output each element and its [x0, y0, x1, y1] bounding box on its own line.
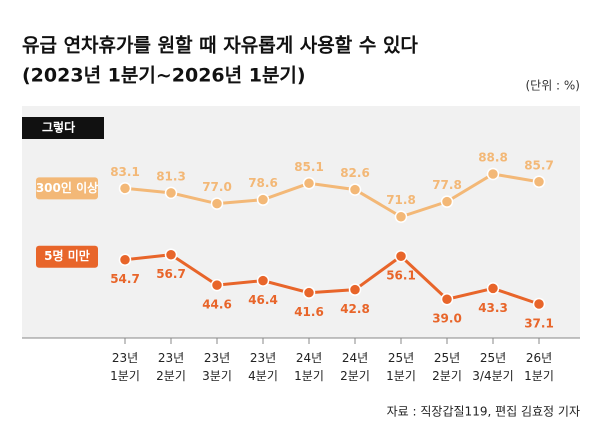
legend-label: 5명 미만: [44, 248, 90, 263]
data-label: 78.6: [248, 176, 278, 190]
x-tick-label: 23년 4분기: [248, 351, 278, 383]
data-label: 37.1: [524, 317, 554, 331]
data-point: [440, 292, 454, 306]
data-label: 71.8: [386, 193, 416, 207]
data-point: [440, 195, 454, 208]
data-point: [210, 197, 224, 210]
data-point: [486, 167, 500, 181]
x-tick-label: 25년 3/4분기: [472, 351, 514, 383]
data-label: 85.7: [524, 158, 554, 172]
x-tick-label: 23년 2분기: [156, 351, 186, 383]
source: 자료 : 직장갑질119, 편집 김효정 기자: [387, 405, 580, 419]
data-point: [532, 297, 546, 311]
legend-label: 300인 이상: [36, 180, 98, 195]
data-label: 83.1: [110, 165, 140, 179]
data-label: 88.8: [478, 151, 508, 165]
data-point: [118, 253, 132, 266]
x-tick-label: 25년 2분기: [432, 351, 462, 383]
data-point: [164, 248, 178, 261]
data-point: [302, 286, 316, 299]
data-point: [256, 274, 270, 287]
data-point: [394, 249, 408, 263]
data-label: 77.0: [202, 180, 232, 194]
data-point: [348, 283, 362, 296]
data-label: 77.8: [432, 178, 462, 192]
data-label: 56.1: [386, 269, 416, 283]
data-label: 41.6: [294, 305, 324, 319]
x-tick-label: 23년 1분기: [110, 351, 140, 383]
data-label: 85.1: [294, 160, 324, 174]
data-label: 82.6: [340, 166, 370, 180]
data-label: 56.7: [156, 267, 186, 281]
data-point: [210, 278, 224, 292]
data-label: 81.3: [156, 169, 186, 183]
data-point: [348, 183, 362, 196]
badge-box: [22, 117, 104, 139]
x-tick-label: 25년 1분기: [386, 351, 416, 383]
legend-box: [36, 177, 98, 200]
legend-box: [36, 245, 98, 268]
data-point: [164, 186, 178, 200]
x-tick-label: 24년 2분기: [340, 351, 370, 383]
data-label: 44.6: [202, 298, 232, 312]
badge-label: 그렇다: [42, 120, 75, 135]
x-tick-label: 24년 1분기: [294, 351, 324, 383]
data-point: [256, 193, 270, 206]
data-label: 39.0: [432, 312, 462, 326]
data-point: [532, 175, 546, 189]
data-label: 54.7: [110, 272, 140, 286]
data-label: 43.3: [478, 301, 508, 315]
x-tick-label: 26년 1분기: [524, 351, 554, 383]
series-line: [124, 172, 540, 219]
data-point: [394, 210, 408, 223]
data-point: [486, 282, 500, 295]
panel: [22, 106, 580, 338]
x-tick-label: 23년 3분기: [202, 351, 232, 383]
data-label: 46.4: [248, 293, 278, 307]
chart-subtitle: (2023년 1분기~2026년 1분기): [22, 65, 306, 87]
data-point: [118, 182, 132, 195]
data-label: 42.8: [340, 302, 370, 316]
data-point: [302, 177, 316, 190]
chart-title: 유급 연차휴가를 원할 때 자유롭게 사용할 수 있다: [22, 34, 418, 57]
unit-label: (단위 : %): [525, 79, 580, 93]
series-line: [124, 253, 540, 306]
